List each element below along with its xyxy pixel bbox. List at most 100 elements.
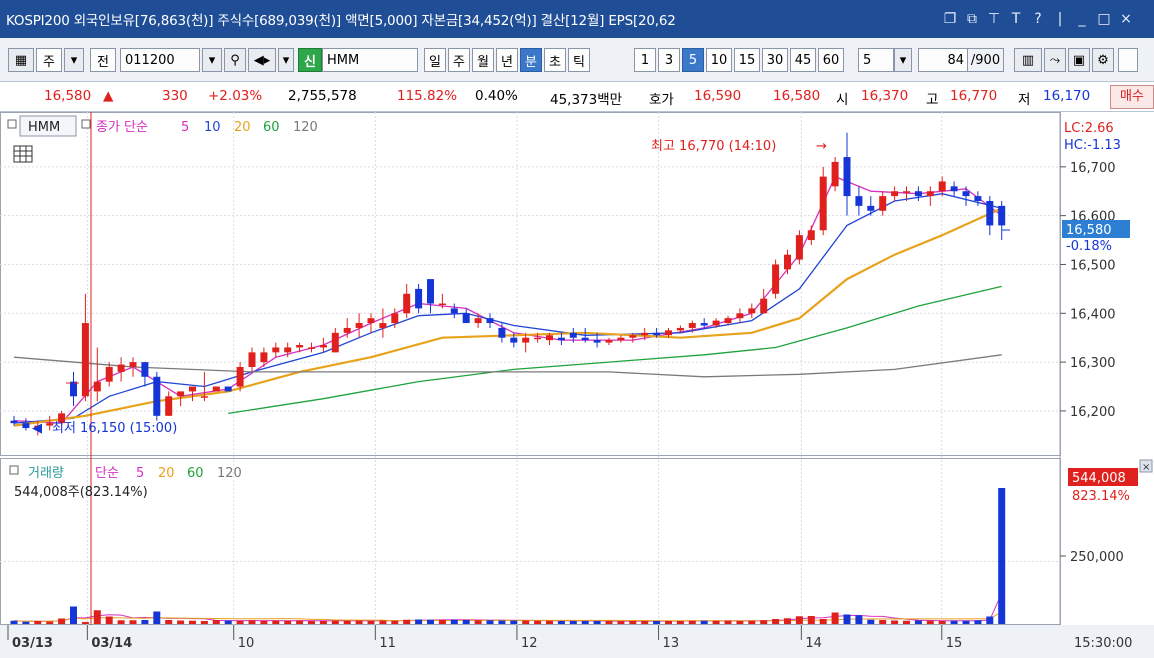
x-axis-label: 11 [379, 636, 396, 651]
credit-badge[interactable]: 신 [298, 48, 322, 72]
menu-icon[interactable]: ▦ [8, 48, 34, 72]
candle-body [498, 327, 506, 338]
buy-button[interactable]: 매수 [1110, 85, 1154, 109]
stock-code-input[interactable]: 011200 [120, 48, 200, 72]
close-icon[interactable]: × [1120, 11, 1132, 27]
volume-bar [700, 620, 708, 624]
search-icon[interactable]: ⚲ [224, 48, 246, 72]
all-button[interactable]: 전 [90, 48, 116, 72]
restore-icon[interactable]: ❐ [943, 11, 957, 27]
interval-3-button[interactable]: 3 [658, 48, 680, 72]
period-month-button[interactable]: 월 [472, 48, 494, 72]
candle-body [843, 157, 851, 197]
interval-5-button[interactable]: 5 [682, 48, 704, 72]
interval-1-button[interactable]: 1 [634, 48, 656, 72]
x-axis-label: 10 [238, 636, 255, 651]
x-axis-labels: 03/13 03/14 10 11 12 13 14 15 [7, 625, 962, 651]
candle-body [534, 337, 542, 340]
gear-icon[interactable]: ⚙ [1092, 48, 1114, 72]
volume-bar [831, 612, 839, 624]
interval-select[interactable]: 5 [858, 48, 894, 72]
period-minute-button[interactable]: 분 [520, 48, 542, 72]
interval-60-button[interactable]: 60 [818, 48, 844, 72]
table-icon[interactable] [13, 145, 33, 163]
volume-bar [855, 615, 863, 624]
interval-15-button[interactable]: 15 [734, 48, 760, 72]
candle-body [34, 425, 42, 429]
legend-title: 종가 단순 [96, 120, 148, 135]
price-tick-label: 16,300 [1070, 356, 1116, 371]
period-week-button[interactable]: 주 [448, 48, 470, 72]
checkbox[interactable] [1118, 48, 1138, 72]
chevron-down-icon[interactable]: ▾ [64, 48, 84, 72]
volume-bar [867, 619, 875, 624]
interval-45-button[interactable]: 45 [790, 48, 816, 72]
minimize-icon[interactable]: _ [1078, 11, 1086, 27]
candle-body [272, 347, 280, 353]
volume-bar [296, 620, 304, 624]
candle-body [331, 332, 339, 353]
period-tick-button[interactable]: 틱 [568, 48, 590, 72]
legend-ma-20: 20 [234, 120, 251, 135]
interval-30-button[interactable]: 30 [762, 48, 788, 72]
current-pct-label: -0.18% [1066, 239, 1112, 254]
count-max: /900 [968, 48, 1004, 72]
legend-square-icon [7, 119, 17, 129]
volume-bar [319, 621, 327, 624]
x-axis-label: 03/14 [91, 636, 132, 651]
volume-bar [379, 620, 387, 624]
count-input[interactable]: 84 [918, 48, 968, 72]
volume-bar [665, 621, 672, 624]
close-panel-icon[interactable] [1139, 459, 1153, 473]
low-price: 16,170 [1043, 88, 1091, 104]
indicator-icon[interactable]: ▥ [1014, 48, 1042, 72]
stock-badge-box[interactable] [19, 115, 77, 137]
candle-body [403, 293, 411, 314]
speaker-dropdown-icon[interactable]: ▾ [278, 48, 294, 72]
volume-legend: 거래량 단순 5 20 60 120 544,008주(823.14%) [9, 465, 242, 500]
help-icon[interactable]: ? [1034, 11, 1042, 27]
ma-line-60 [228, 285, 1002, 415]
candle-body [736, 313, 744, 319]
interval-10-button[interactable]: 10 [706, 48, 732, 72]
volume-bar [46, 621, 54, 624]
candle-body [867, 205, 875, 211]
volume-bar [950, 620, 958, 624]
candle-body [236, 367, 244, 387]
candle-body [914, 191, 922, 197]
candle-body [379, 323, 387, 328]
volume-bar [129, 620, 137, 624]
candle-body [748, 308, 756, 314]
window-icon[interactable]: ⧉ [967, 11, 977, 27]
x-axis-label: 14 [805, 636, 822, 651]
pin-icon[interactable]: ⊤ [987, 11, 1001, 27]
maximize-icon[interactable]: □ [1097, 11, 1111, 27]
volume-bar [355, 620, 363, 624]
candle-body [974, 196, 982, 201]
volume-bar [248, 620, 256, 624]
bid-price: 16,580 [773, 88, 821, 104]
price-tick-label: 16,500 [1070, 258, 1116, 273]
save-icon[interactable]: ▣ [1068, 48, 1090, 72]
volume-bar [581, 621, 589, 624]
period-year-button[interactable]: 년 [496, 48, 518, 72]
time-label: 15:30:00 [1074, 636, 1132, 651]
interval-dropdown-icon[interactable]: ▾ [894, 48, 912, 72]
period-day-button[interactable]: 일 [424, 48, 446, 72]
volume-legend-ma-20: 20 [158, 466, 175, 481]
volume-bar [141, 620, 149, 624]
candle-body [212, 386, 220, 392]
volume-bar [903, 620, 910, 624]
grid [0, 112, 1060, 625]
market-type-button[interactable]: 주 [36, 48, 62, 72]
speaker-icon[interactable]: ◀▸ [248, 48, 276, 72]
font-icon[interactable]: T [1011, 11, 1021, 27]
volume-bar [629, 621, 637, 624]
candle-body [950, 186, 958, 192]
candle-body [189, 386, 196, 392]
period-second-button[interactable]: 초 [544, 48, 566, 72]
current-price-label: 16,580 [1066, 223, 1112, 238]
compare-icon[interactable]: ⤳ [1044, 48, 1066, 72]
code-dropdown-icon[interactable]: ▾ [202, 48, 222, 72]
